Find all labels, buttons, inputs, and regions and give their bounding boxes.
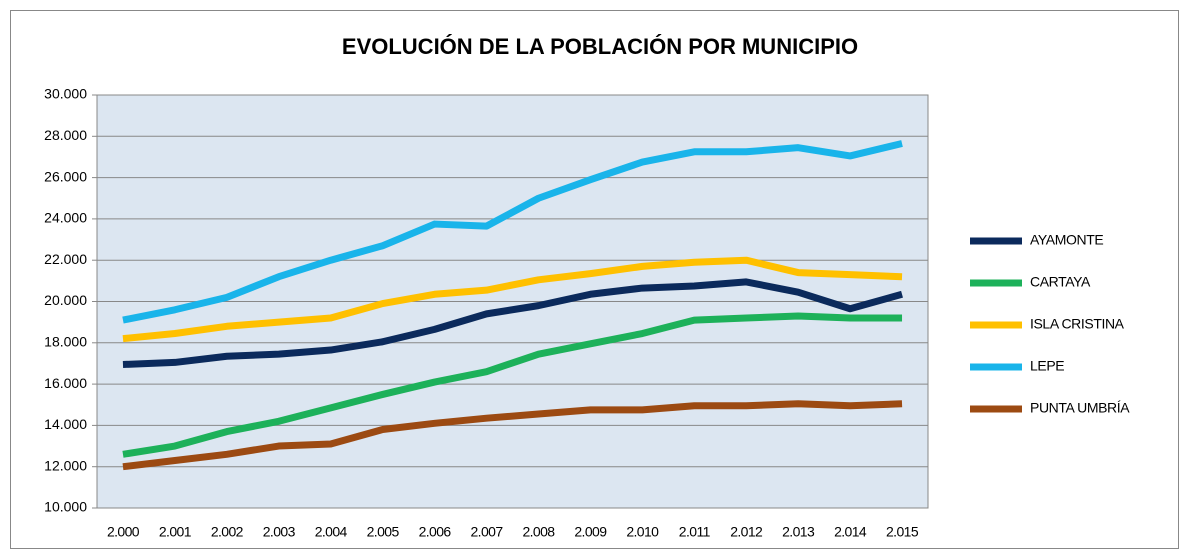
- x-tick-label: 2.002: [211, 524, 244, 540]
- y-tick-label: 22.000: [44, 251, 87, 267]
- x-tick-label: 2.009: [574, 524, 607, 540]
- x-tick-label: 2.013: [782, 524, 815, 540]
- y-tick-label: 30.000: [44, 86, 87, 102]
- y-tick-label: 12.000: [44, 457, 87, 473]
- x-tick-label: 2.005: [367, 524, 400, 540]
- legend-label: PUNTA UMBRÍA: [1030, 400, 1130, 416]
- x-tick-label: 2.006: [419, 524, 452, 540]
- series-line: [122, 312, 903, 458]
- x-tick-label: 2.011: [679, 524, 711, 540]
- x-tick-label: 2.000: [107, 524, 140, 540]
- y-tick-label: 26.000: [44, 168, 87, 184]
- series-line: [122, 140, 903, 324]
- y-tick-label: 16.000: [44, 375, 87, 391]
- y-tick-label: 24.000: [44, 210, 87, 226]
- x-tick-label: 2.010: [626, 524, 659, 540]
- y-tick-label: 14.000: [44, 416, 87, 432]
- series-line: [122, 400, 903, 471]
- x-tick-label: 2.007: [471, 524, 504, 540]
- x-tick-label: 2.004: [315, 524, 348, 540]
- legend-label: CARTAYA: [1030, 274, 1091, 290]
- x-tick-label: 2.012: [730, 524, 763, 540]
- x-tick-label: 2.015: [886, 524, 919, 540]
- x-tick-label: 2.008: [522, 524, 555, 540]
- chart-title: EVOLUCIÓN DE LA POBLACIÓN POR MUNICIPIO: [342, 34, 858, 59]
- y-tick-label: 28.000: [44, 127, 87, 143]
- y-tick-label: 18.000: [44, 334, 87, 350]
- legend-label: ISLA CRISTINA: [1030, 316, 1125, 332]
- x-tick-label: 2.003: [263, 524, 296, 540]
- legend-label: LEPE: [1030, 358, 1064, 374]
- series-line: [122, 256, 903, 343]
- y-tick-label: 10.000: [44, 499, 87, 515]
- x-tick-label: 2.014: [834, 524, 867, 540]
- x-tick-label: 2.001: [159, 524, 192, 540]
- legend-label: AYAMONTE: [1030, 232, 1103, 248]
- series-line: [122, 278, 903, 368]
- y-tick-label: 20.000: [44, 292, 87, 308]
